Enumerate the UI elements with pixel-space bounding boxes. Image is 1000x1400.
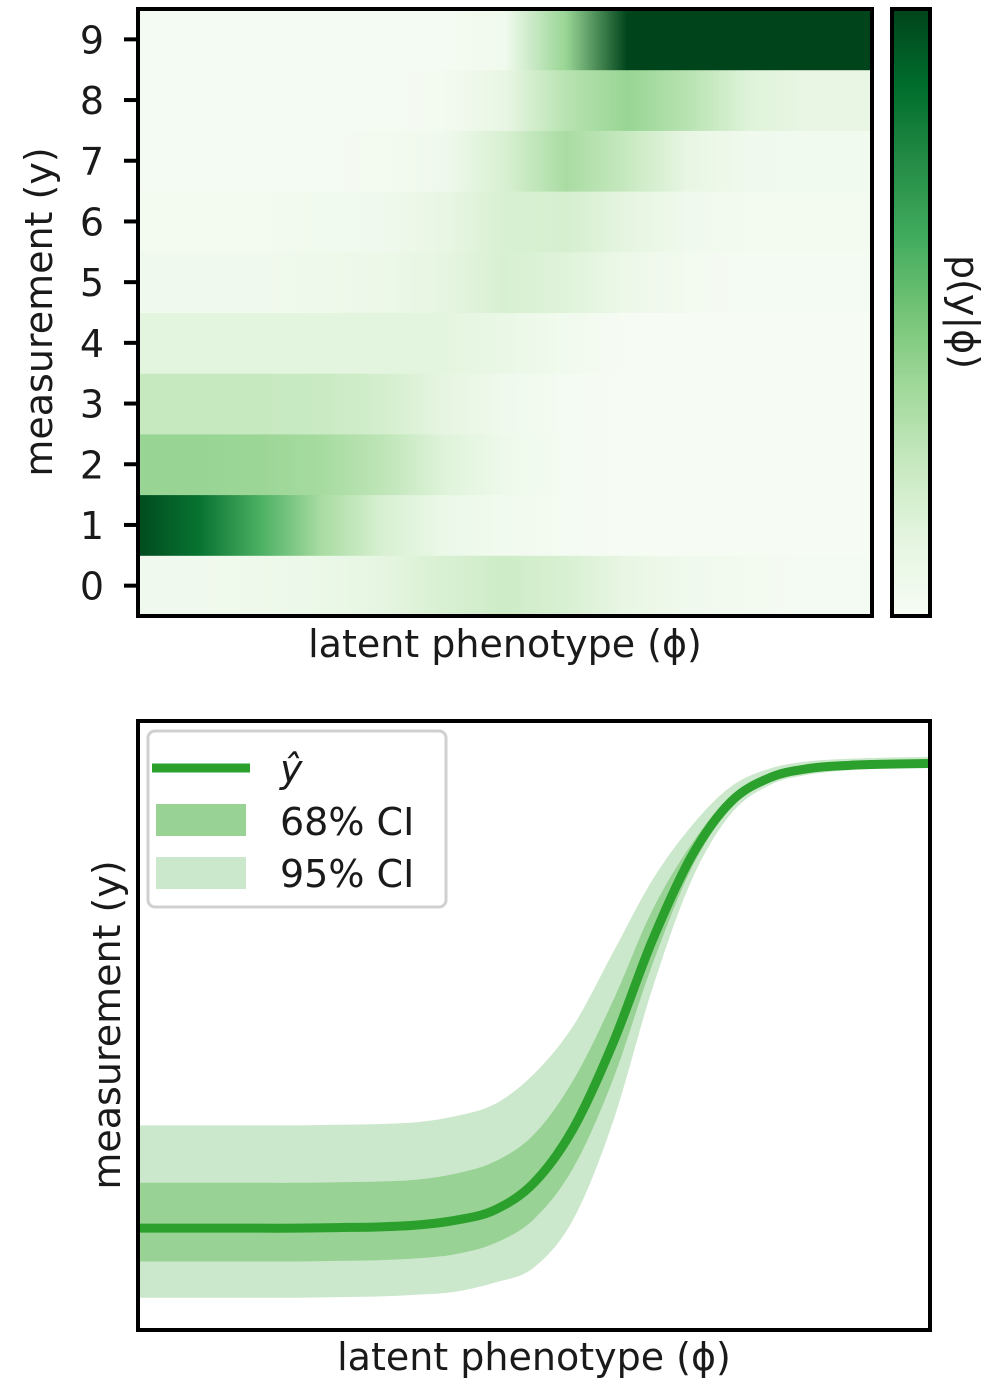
heatmap-row-9 (138, 9, 872, 71)
heatmap-ytick-label-1: 1 (80, 504, 104, 548)
legend-ci95-label: 95% CI (280, 852, 414, 896)
heatmap-row-1 (138, 494, 872, 556)
heatmap-row-0 (138, 555, 872, 617)
line-chart-ylabel: measurement (y) (85, 860, 129, 1189)
line-chart-xlabel: latent phenotype (ϕ) (337, 1335, 731, 1379)
heatmap-ytick-label-7: 7 (80, 140, 104, 184)
heatmap-row-3 (138, 373, 872, 435)
colorbar-frame (890, 7, 932, 618)
legend-ci68-swatch (156, 804, 246, 836)
ci68-band (140, 760, 928, 1262)
heatmap-row-7 (138, 130, 872, 192)
colorbar-label: p(y|ϕ) (942, 255, 987, 369)
heatmap-row-5 (138, 251, 872, 313)
heatmap-row-2 (138, 433, 872, 496)
heatmap-ytick-label-0: 0 (80, 565, 104, 609)
heatmap-cells (138, 9, 872, 617)
line-chart: ŷ 68% CI 95% CI latent phenotype (ϕ) mea… (85, 719, 932, 1379)
heatmap-row-6 (138, 191, 872, 253)
legend-ci95-swatch (156, 857, 246, 889)
heatmap-ytick-label-6: 6 (80, 200, 104, 244)
heatmap-ytick-label-3: 3 (80, 383, 104, 427)
legend-yhat-label: ŷ (279, 747, 303, 791)
yhat-line (140, 759, 929, 1233)
heatmap-ytick-label-8: 8 (80, 79, 104, 123)
heatmap-ytick-label-9: 9 (80, 18, 104, 62)
heatmap-y-ticks: 0 1 2 3 4 5 6 7 8 9 (80, 18, 138, 609)
legend: ŷ 68% CI 95% CI (146, 729, 448, 909)
ci95-band (140, 756, 928, 1298)
heatmap-row-4 (138, 312, 872, 374)
heatmap-ytick-label-5: 5 (80, 261, 104, 305)
heatmap-chart: 0 1 2 3 4 5 6 7 8 9 latent phenotype (ϕ) measurem… (17, 7, 987, 666)
line-chart-frame (136, 719, 932, 1332)
legend-ci68-label: 68% CI (280, 800, 414, 844)
heatmap-xlabel: latent phenotype (ϕ) (308, 622, 702, 666)
heatmap-ylabel: measurement (y) (17, 147, 61, 476)
colorbar-gradient (892, 9, 930, 616)
heatmap-ytick-label-4: 4 (80, 322, 104, 366)
colorbar: p(y|ϕ) (890, 7, 987, 618)
heatmap-frame (136, 7, 874, 618)
heatmap-ytick-label-2: 2 (80, 443, 104, 487)
heatmap-row-8 (138, 69, 872, 131)
